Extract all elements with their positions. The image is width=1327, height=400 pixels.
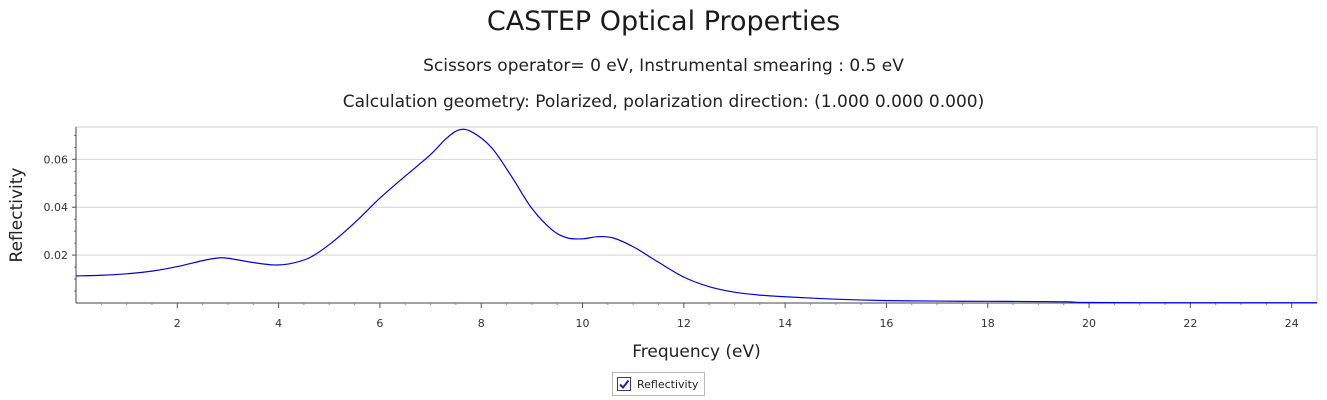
data-point	[785, 296, 786, 297]
data-point	[683, 277, 684, 278]
data-point	[273, 264, 274, 265]
data-point	[937, 300, 938, 301]
x-tick-label: 14	[778, 317, 792, 330]
data-point	[734, 292, 735, 293]
data-point	[445, 138, 446, 139]
data-point	[126, 273, 127, 274]
data-point	[612, 237, 613, 238]
data-point	[75, 275, 76, 276]
data-point	[835, 299, 836, 300]
checkmark-icon	[619, 379, 630, 390]
data-point	[405, 175, 406, 176]
data-point	[1088, 302, 1089, 303]
data-point	[177, 266, 178, 267]
x-tick-label: 8	[478, 317, 485, 330]
data-point	[886, 300, 887, 301]
series-layer	[75, 128, 1318, 304]
data-point	[101, 275, 102, 276]
y-tick-label: 0.04	[44, 201, 69, 214]
data-point	[531, 208, 532, 209]
axes: 0.020.040.062 4 6 8 10 12 14 16 18 20 22 24	[44, 127, 1317, 330]
x-tick-label: 10	[576, 317, 590, 330]
y-tick-label: 0.02	[44, 249, 69, 262]
data-point	[458, 130, 459, 131]
data-point	[1038, 301, 1039, 302]
legend-label-reflectivity: Reflectivity	[637, 377, 699, 391]
data-point	[552, 229, 553, 230]
x-axis-title: Frequency (eV)	[632, 342, 761, 362]
x-tick-label: 20	[1082, 317, 1096, 330]
data-point	[253, 262, 254, 263]
data-point	[491, 147, 492, 148]
x-tick-label: 22	[1183, 317, 1197, 330]
x-tick-label: 2	[174, 317, 181, 330]
x-tick-label: 6	[376, 317, 383, 330]
data-point	[470, 131, 471, 132]
y-axis-title: Reflectivity	[7, 168, 27, 263]
legend[interactable]: Reflectivity	[612, 372, 706, 396]
data-point	[308, 257, 309, 258]
plot-area	[75, 126, 1318, 304]
y-tick-label: 0.06	[44, 153, 69, 166]
grid	[76, 158, 1317, 256]
data-point	[759, 295, 760, 296]
x-tick-label: 24	[1285, 317, 1299, 330]
data-point	[202, 260, 203, 261]
data-point	[329, 244, 330, 245]
x-tick-label: 18	[981, 317, 995, 330]
x-tick-label: 4	[275, 317, 282, 330]
data-point	[217, 257, 218, 258]
data-point	[1190, 302, 1191, 303]
reflectivity-chart: 0.020.040.062 4 6 8 10 12 14 16 18 20 22 24 Frequen…	[7, 126, 1318, 362]
data-point	[1068, 301, 1069, 302]
legend-checkbox-reflectivity[interactable]	[617, 377, 631, 391]
x-tick-label: 12	[677, 317, 691, 330]
data-point	[633, 246, 634, 247]
data-point	[582, 238, 583, 239]
data-point	[227, 258, 228, 259]
series-line-reflectivity	[75, 128, 1318, 304]
data-point	[567, 237, 568, 238]
data-point	[379, 198, 380, 199]
data-point	[987, 301, 988, 302]
data-point	[430, 154, 431, 155]
x-tick-label: 16	[879, 317, 893, 330]
chart-subtitle-geometry: Calculation geometry: Polarized, polariz…	[342, 92, 985, 112]
data-point	[511, 176, 512, 177]
data-point	[709, 286, 710, 287]
data-point	[288, 263, 289, 264]
data-point	[1316, 302, 1317, 303]
data-point	[354, 222, 355, 223]
data-point	[658, 262, 659, 263]
data-point	[151, 271, 152, 272]
chart-title: CASTEP Optical Properties	[486, 6, 841, 37]
data-point	[597, 236, 598, 237]
chart-subtitle-smearing: Scissors operator= 0 eV, Instrumental sm…	[423, 56, 904, 76]
